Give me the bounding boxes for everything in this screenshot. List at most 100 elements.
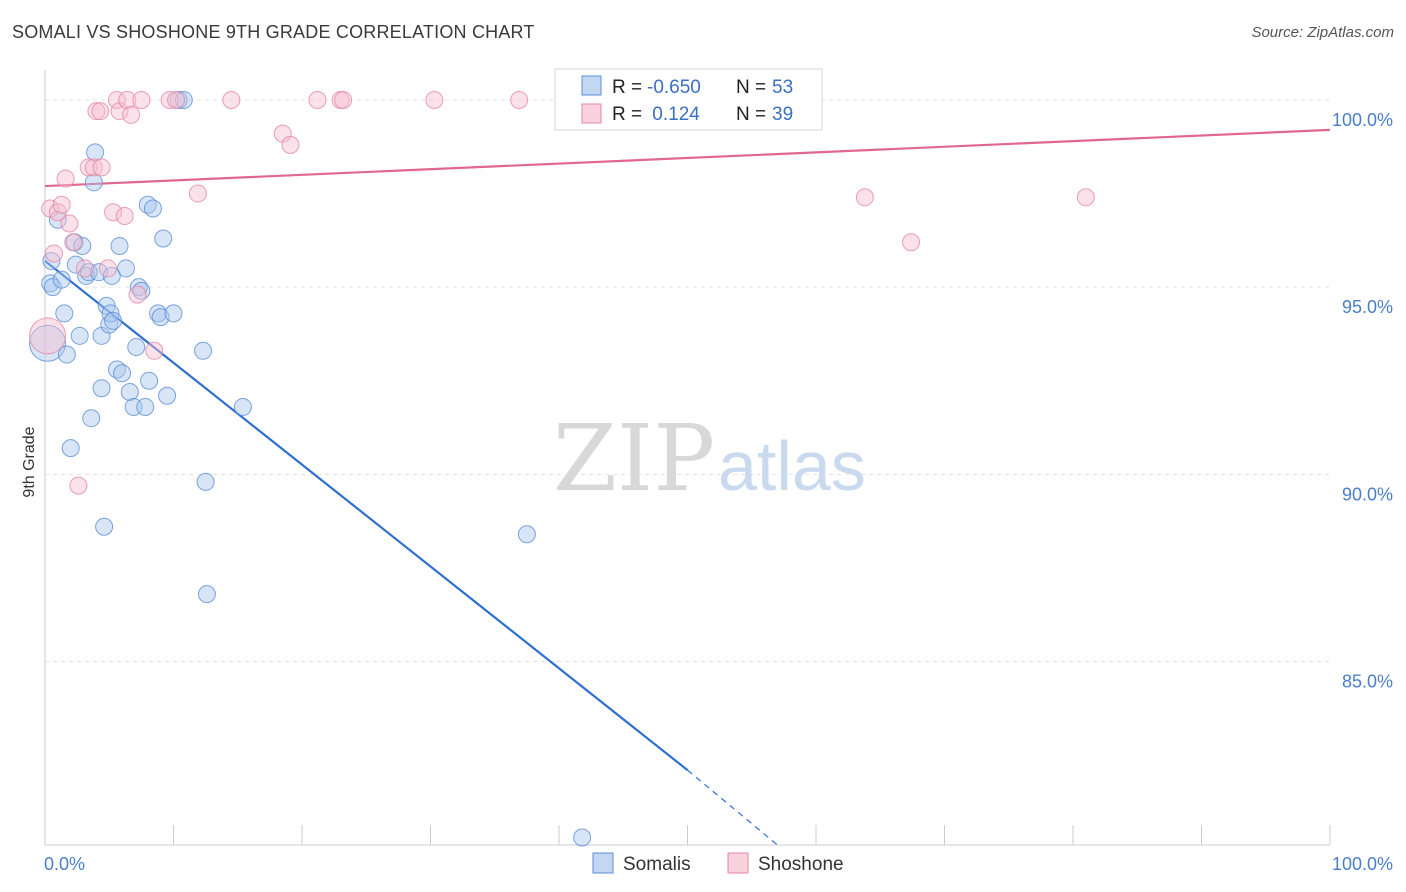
point-shoshone-16 <box>104 203 123 222</box>
source-label: Source: ZipAtlas.com <box>1251 24 1394 41</box>
point-shoshone-9 <box>75 259 94 278</box>
point-shoshone-35 <box>510 90 529 109</box>
point-somalis-25 <box>104 311 123 330</box>
point-shoshone-34 <box>425 90 444 109</box>
legend-n-label-shoshone: N = <box>736 104 766 125</box>
point-somalis-5 <box>52 270 71 289</box>
point-shoshone-22 <box>128 285 147 304</box>
legend-r-value-somalis: -0.650 <box>647 77 701 98</box>
point-somalis-38 <box>143 199 162 218</box>
point-shoshone-31 <box>308 90 327 109</box>
point-shoshone-14 <box>92 158 111 177</box>
y-axis-label: 9th Grade <box>21 426 38 497</box>
point-shoshone-30 <box>281 135 300 154</box>
point-somalis-16 <box>84 173 103 192</box>
point-somalis-37 <box>140 371 159 390</box>
y-tick-label-0: 100.0% <box>1332 110 1393 130</box>
trendline-extension-somalis <box>687 769 778 846</box>
legend-r-value-shoshone: 0.124 <box>647 104 700 125</box>
point-shoshone-17 <box>107 90 126 109</box>
point-somalis-27 <box>110 236 129 255</box>
point-somalis-1 <box>42 251 61 270</box>
point-somalis-47 <box>196 472 215 491</box>
point-somalis-32 <box>127 338 146 357</box>
point-shoshone-37 <box>902 233 921 252</box>
point-somalis-28 <box>113 364 132 383</box>
bottom-legend-swatch-shoshone <box>727 852 749 874</box>
x-tick-labels: 0.0% 100.0% <box>44 854 1393 874</box>
point-shoshone-21 <box>122 105 141 124</box>
bottom-legend-swatch-somalis <box>592 852 614 874</box>
point-shoshone-11 <box>84 158 103 177</box>
point-shoshone-8 <box>69 476 88 495</box>
legend-n-value-somalis: 53 <box>772 77 793 98</box>
point-somalis-3 <box>43 278 62 297</box>
point-somalis-6 <box>55 304 74 323</box>
point-somalis-12 <box>73 236 92 255</box>
point-somalis-35 <box>136 397 155 416</box>
trend-lines <box>44 128 1331 846</box>
point-somalis-42 <box>158 386 177 405</box>
point-somalis-49 <box>233 397 252 416</box>
point-shoshone-19 <box>115 207 134 226</box>
legend: R = -0.650 N = 53 R = 0.124 N = 39 <box>554 68 823 131</box>
point-somalis-19 <box>92 379 111 398</box>
point-shoshone-0 <box>29 317 67 355</box>
axes <box>44 70 1331 846</box>
point-somalis-7 <box>57 345 76 364</box>
y-tick-label-2: 90.0% <box>1342 484 1393 504</box>
x-tick-label-1: 100.0% <box>1332 854 1393 874</box>
point-somalis-0 <box>29 324 67 362</box>
point-shoshone-13 <box>91 102 110 121</box>
data-points <box>29 90 1095 847</box>
point-shoshone-20 <box>118 90 137 109</box>
point-somalis-29 <box>116 259 135 278</box>
point-somalis-11 <box>70 326 89 345</box>
point-somalis-24 <box>101 304 120 323</box>
point-somalis-30 <box>120 382 139 401</box>
point-shoshone-10 <box>79 158 98 177</box>
point-shoshone-36 <box>855 188 874 207</box>
point-shoshone-25 <box>160 90 179 109</box>
bottom-legend-label-somalis: Somalis <box>623 854 691 875</box>
point-somalis-41 <box>154 229 173 248</box>
point-shoshone-15 <box>98 259 117 278</box>
point-somalis-50 <box>517 525 536 544</box>
trendline-somalis <box>44 260 689 771</box>
point-somalis-45 <box>174 90 193 109</box>
y-tick-labels: 100.0% 95.0% 90.0% 85.0% <box>1332 110 1393 692</box>
point-shoshone-12 <box>87 102 106 121</box>
point-somalis-8 <box>61 439 80 458</box>
bottom-legend: Somalis Shoshone <box>592 852 844 875</box>
point-shoshone-24 <box>145 341 164 360</box>
point-shoshone-23 <box>132 90 151 109</box>
point-somalis-48 <box>197 585 216 604</box>
point-shoshone-4 <box>52 195 71 214</box>
point-somalis-51 <box>573 828 592 847</box>
legend-swatch-somalis <box>581 75 602 96</box>
y-tick-label-1: 95.0% <box>1342 297 1393 317</box>
point-shoshone-5 <box>56 169 75 188</box>
point-shoshone-6 <box>60 214 79 233</box>
watermark-atlas: atlas <box>718 427 866 505</box>
trendline-shoshone <box>44 128 1331 188</box>
legend-n-value-shoshone: 39 <box>772 104 793 125</box>
point-shoshone-33 <box>334 90 353 109</box>
legend-swatch-shoshone <box>581 103 602 124</box>
point-shoshone-2 <box>44 244 63 263</box>
point-somalis-46 <box>194 341 213 360</box>
legend-r-label-shoshone: R = <box>612 104 642 125</box>
point-shoshone-28 <box>222 90 241 109</box>
watermark-zip: ZIP <box>553 405 715 512</box>
point-somalis-21 <box>95 517 114 536</box>
point-shoshone-7 <box>64 233 83 252</box>
point-somalis-15 <box>82 409 101 428</box>
y-tick-label-3: 85.0% <box>1342 672 1393 692</box>
point-shoshone-26 <box>167 90 186 109</box>
legend-n-label-somalis: N = <box>736 77 766 98</box>
point-shoshone-27 <box>188 184 207 203</box>
chart-title: SOMALI VS SHOSHONE 9TH GRADE CORRELATION… <box>12 22 535 42</box>
grid-lines <box>45 99 1330 663</box>
point-somalis-43 <box>164 304 183 323</box>
